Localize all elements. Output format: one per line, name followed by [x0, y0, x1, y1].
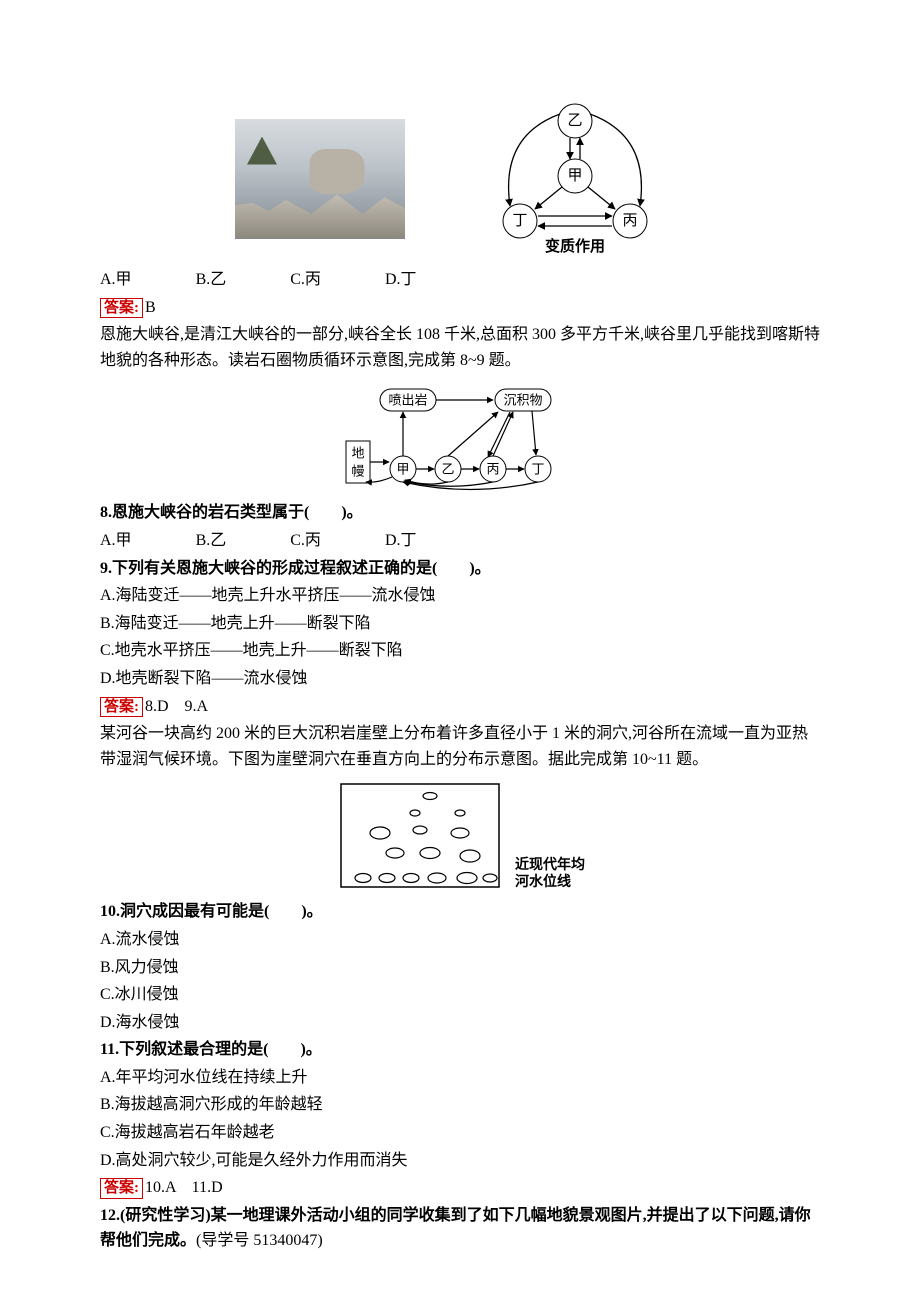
q8-opt-a: A.甲 [100, 528, 132, 554]
ans-8-9: 答案:8.D 9.A [100, 694, 820, 720]
q9-opt-d: D.地壳断裂下陷——流水侵蚀 [100, 666, 820, 692]
circ-jia: 甲 [396, 462, 409, 477]
passage-2: 某河谷一块高约 200 米的巨大沉积岩崖壁上分布着许多直径小于 1 米的洞穴,河… [100, 721, 820, 772]
q9-opt-b: B.海陆变迁——地壳上升——断裂下陷 [100, 611, 820, 637]
q10-opt-a: A.流水侵蚀 [100, 927, 820, 953]
q7-opt-b: B.乙 [196, 267, 227, 293]
passage-1: 恩施大峡谷,是清江大峡谷的一部分,峡谷全长 108 千米,总面积 300 多平方… [100, 322, 820, 373]
q7-figure-row: 乙 甲 丁 丙 变质作用 [100, 96, 820, 261]
q8-opt-d: D.丁 [385, 528, 417, 554]
q8-opt-b: B.乙 [196, 528, 227, 554]
q11-opt-d: D.高处洞穴较少,可能是久经外力作用而消失 [100, 1148, 820, 1174]
rock-cycle-diagram-2: 喷出岩 沉积物 地 幔 甲 乙 丙 丁 [338, 379, 583, 494]
box-chenji: 沉积物 [503, 393, 542, 408]
node-jia: 甲 [567, 168, 582, 184]
q10-opt-d: D.海水侵蚀 [100, 1010, 820, 1036]
q7-opt-a: A.甲 [100, 267, 132, 293]
q11-opt-a: A.年平均河水位线在持续上升 [100, 1065, 820, 1091]
node-bing: 丙 [622, 213, 637, 229]
q8-options: A.甲 B.乙 C.丙 D.丁 [100, 528, 820, 554]
q9-opt-a: A.海陆变迁——地壳上升水平挤压——流水侵蚀 [100, 583, 820, 609]
q7-answer-line: 答案:B [100, 295, 820, 321]
rock-cycle-diagram-1: 乙 甲 丁 丙 变质作用 [465, 96, 685, 261]
q7-opt-d: D.丁 [385, 267, 417, 293]
q8-stem: 8.恩施大峡谷的岩石类型属于( )。 [100, 500, 820, 526]
q12-stem: 12.(研究性学习)某一地理课外活动小组的同学收集到了如下几幅地貌景观图片,并提… [100, 1203, 820, 1254]
answer-label: 答案: [100, 697, 143, 718]
box-diman-2: 幔 [351, 464, 364, 479]
rock-photo [235, 119, 405, 239]
answer-label: 答案: [100, 1178, 143, 1199]
q11-opt-b: B.海拔越高洞穴形成的年龄越轻 [100, 1092, 820, 1118]
q11-opt-c: C.海拔越高岩石年龄越老 [100, 1120, 820, 1146]
box-diman-1: 地 [351, 446, 364, 461]
circ-ding: 丁 [531, 462, 544, 477]
circ-bing: 丙 [486, 462, 499, 477]
node-yi: 乙 [567, 113, 582, 129]
node-ding: 丁 [512, 213, 527, 229]
q7-answer: B [145, 299, 156, 316]
ans-10-11-text: 10.A 11.D [145, 1179, 223, 1196]
q10-stem: 10.洞穴成因最有可能是( )。 [100, 899, 820, 925]
q12-ref: (导学号 51340047) [196, 1232, 323, 1249]
q9-opt-c: C.地壳水平挤压——地壳上升——断裂下陷 [100, 638, 820, 664]
cave-side-label: 近现代年均 河水位线 [515, 858, 585, 894]
ans-8-9-text: 8.D 9.A [145, 698, 208, 715]
circ-yi: 乙 [441, 462, 454, 477]
cave-diagram: 近现代年均 河水位线 [335, 778, 585, 893]
box-penchu: 喷出岩 [388, 393, 427, 408]
q10-opt-b: B.风力侵蚀 [100, 955, 820, 981]
q11-stem: 11.下列叙述最合理的是( )。 [100, 1037, 820, 1063]
q8-opt-c: C.丙 [290, 528, 321, 554]
q7-opt-c: C.丙 [290, 267, 321, 293]
ans-10-11: 答案:10.A 11.D [100, 1175, 820, 1201]
diagram-bottom-label: 变质作用 [545, 237, 605, 255]
q10-opt-c: C.冰川侵蚀 [100, 982, 820, 1008]
q9-stem: 9.下列有关恩施大峡谷的形成过程叙述正确的是( )。 [100, 556, 820, 582]
answer-label: 答案: [100, 298, 143, 319]
q7-options: A.甲 B.乙 C.丙 D.丁 [100, 267, 820, 293]
